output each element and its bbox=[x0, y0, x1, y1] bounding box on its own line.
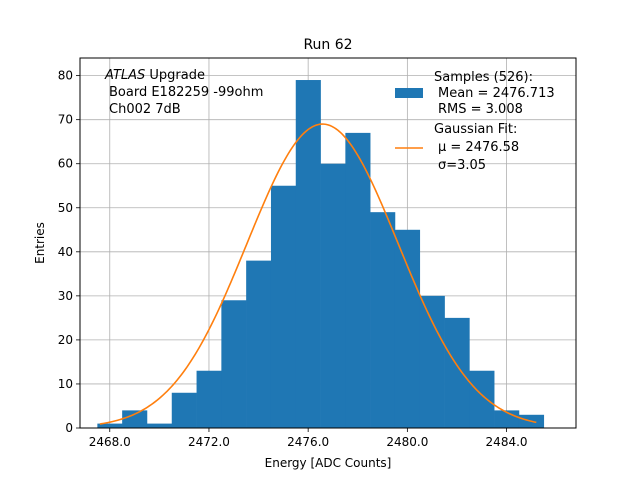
histogram-bar bbox=[320, 163, 346, 428]
x-tick-label: 2476.0 bbox=[287, 435, 329, 449]
plot-frame bbox=[79, 57, 577, 429]
legend-samples-mean: Mean = 2476.713 bbox=[438, 86, 555, 101]
y-axis-label: Entries bbox=[33, 222, 47, 264]
y-tick-label: 60 bbox=[58, 157, 73, 171]
y-tick-label: 30 bbox=[58, 289, 73, 303]
y-tick-label: 70 bbox=[58, 113, 73, 127]
histogram-bar bbox=[171, 392, 197, 428]
histogram-bars bbox=[97, 80, 545, 429]
histogram-bar bbox=[122, 410, 148, 428]
histogram-bar bbox=[97, 423, 123, 428]
histogram-bar bbox=[270, 185, 297, 428]
annotation-line-1: ATLAS Upgrade bbox=[104, 68, 205, 83]
x-tick-label: 2480.0 bbox=[386, 435, 428, 449]
legend-fit-header: Gaussian Fit: bbox=[434, 122, 517, 137]
x-axis-label: Energy [ADC Counts] bbox=[265, 456, 392, 470]
gaussian-fit bbox=[99, 123, 537, 425]
histogram-bar bbox=[295, 80, 321, 429]
axis-ticks: 2468.0 2472.0 2476.0 2480.0 2484.0 0 10 20 30 40 5… bbox=[58, 69, 528, 449]
histogram-bar bbox=[221, 300, 247, 428]
y-tick-label: 50 bbox=[58, 201, 73, 215]
annotation-line-2: Board E182259 -99ohm bbox=[109, 85, 263, 100]
histogram-bar bbox=[246, 260, 272, 428]
x-tick-label: 2472.0 bbox=[188, 435, 230, 449]
legend-fit-sigma: σ=3.05 bbox=[438, 158, 486, 173]
y-tick-label: 0 bbox=[65, 421, 73, 435]
legend-fit-mu: μ = 2476.58 bbox=[438, 140, 519, 155]
histogram-bar bbox=[345, 132, 371, 428]
chart-title: Run 62 bbox=[303, 37, 352, 53]
y-tick-label: 20 bbox=[58, 333, 73, 347]
legend-samples-rms: RMS = 3.008 bbox=[438, 102, 523, 117]
histogram-bar bbox=[419, 295, 445, 428]
histogram-bar bbox=[146, 423, 173, 428]
annotation-line-3: Ch002 7dB bbox=[109, 102, 181, 117]
histogram-bar bbox=[196, 370, 222, 428]
annotation-atlas: ATLAS bbox=[104, 68, 145, 83]
legend-samples-header: Samples (526): bbox=[434, 70, 533, 85]
x-tick-label: 2468.0 bbox=[89, 435, 131, 449]
y-tick-label: 80 bbox=[58, 69, 73, 83]
histogram-bar bbox=[469, 370, 495, 428]
y-tick-label: 40 bbox=[58, 245, 73, 259]
legend-samples-swatch bbox=[395, 88, 423, 98]
annotation-box: ATLAS Upgrade Board E182259 -99ohm Ch002… bbox=[104, 68, 263, 117]
histogram-bar bbox=[444, 317, 470, 428]
x-tick-label: 2484.0 bbox=[486, 435, 528, 449]
fit-curve bbox=[99, 123, 537, 425]
histogram-bar bbox=[394, 229, 421, 428]
y-tick-label: 10 bbox=[58, 377, 73, 391]
legend: Samples (526): Mean = 2476.713 RMS = 3.0… bbox=[395, 70, 555, 173]
annotation-upgrade: Upgrade bbox=[145, 68, 205, 83]
histogram-bar bbox=[370, 212, 396, 428]
